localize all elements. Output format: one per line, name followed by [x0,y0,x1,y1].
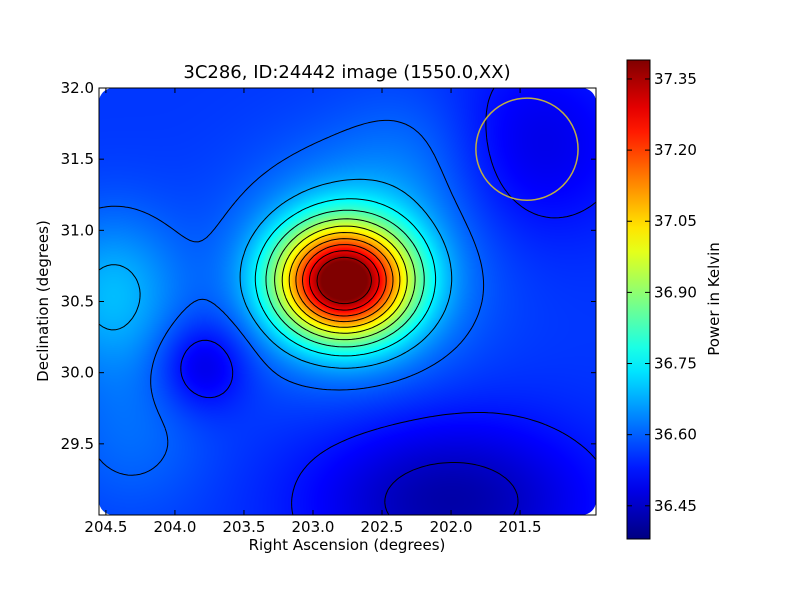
x-axis-label: Right Ascension (degrees) [249,536,446,554]
y-tick-label: 31.5 [61,150,94,168]
colorbar-label: Power in Kelvin [705,242,723,356]
contour-line-10 [295,238,394,323]
contour-line-11 [302,244,387,317]
colorbar-tick-label: 37.20 [654,141,697,159]
contour-line-6 [265,209,425,348]
contour-lines [99,88,596,515]
colorbar-tick-label: 36.45 [654,497,697,515]
contour-line-4 [99,178,453,369]
y-tick-label: 32.0 [61,79,94,97]
colorbar-tick-label: 36.60 [654,426,697,444]
y-tick-label: 30.0 [61,364,94,382]
plot-area [98,87,597,516]
x-tick-label: 204.5 [84,518,127,536]
chart-title: 3C286, ID:24442 image (1550.0,XX) [183,62,510,83]
colorbar-ticks: 36.45 36.60 36.75 36.90 37.05 37.20 37.35 [627,70,697,515]
y-axis: 29.5 30.0 30.5 31.0 31.5 32.0 [61,79,596,453]
x-tick-label: 203.5 [222,518,265,536]
y-axis-label: Declination (degrees) [34,220,52,382]
x-tick-label: 203.0 [292,518,335,536]
colorbar-tick-label: 37.05 [654,212,697,230]
colorbar-fill [627,60,650,539]
colorbar-frame [626,59,651,540]
x-tick-label: 204.0 [153,518,196,536]
x-tick-label: 202.0 [430,518,473,536]
contour-line-9 [288,232,401,328]
colorbar: 36.45 36.60 36.75 36.90 37.05 37.20 37.35 Powe… [626,59,723,540]
contour-line-13 [316,256,372,305]
contour-line-5 [254,198,437,357]
contour-line-12 [308,250,380,311]
contour-line-8 [281,225,408,334]
x-tick-label: 201.5 [499,518,542,536]
x-axis: 204.5 204.0 203.5 203.0 202.5 202.0 201.5 [84,88,542,536]
contour-line-2 [180,88,596,515]
y-tick-label: 29.5 [61,435,94,453]
y-tick-label: 30.5 [61,293,94,311]
colorbar-tick-label: 36.75 [654,355,697,373]
y-tick-label: 31.0 [61,221,94,239]
beam-circle [475,97,579,202]
contour-line-7 [274,218,416,341]
x-tick-label: 202.5 [361,518,404,536]
contour-line-3 [99,119,485,476]
colorbar-tick-label: 36.90 [654,283,697,301]
contour-line-1 [384,462,519,515]
colorbar-tick-label: 37.35 [654,70,697,88]
